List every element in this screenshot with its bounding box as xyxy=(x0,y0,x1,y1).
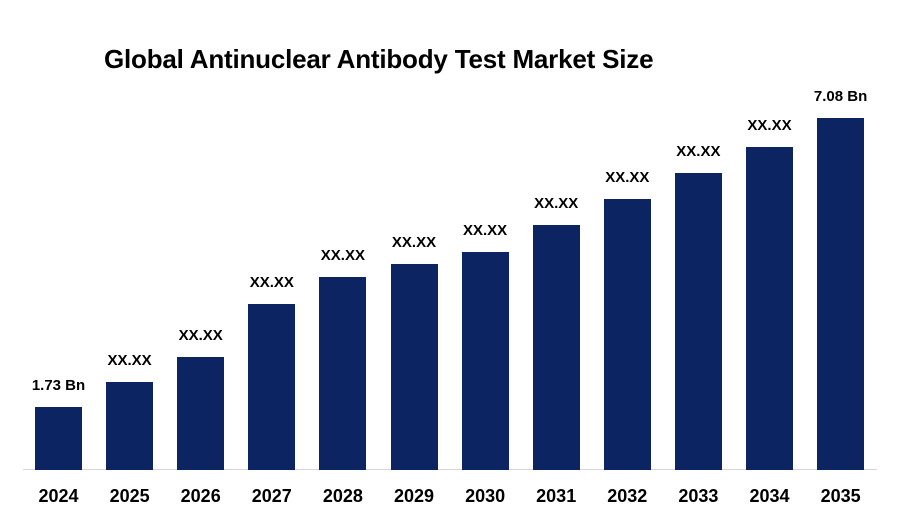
x-axis-tick-label-2034: 2034 xyxy=(749,486,790,506)
bar-value-label-2031: XX.XX xyxy=(534,195,579,212)
x-axis-tick-label-2031: 2031 xyxy=(536,486,577,506)
bar-value-label-2024: 1.73 Bn xyxy=(31,377,86,394)
x-axis-tick-label-2025: 2025 xyxy=(109,486,150,506)
bar-2027 xyxy=(248,304,296,470)
bar-value-label-2027: XX.XX xyxy=(249,274,294,291)
x-axis-tick-label-2028: 2028 xyxy=(322,486,363,506)
x-axis-tick-label-2029: 2029 xyxy=(393,486,435,506)
x-axis-line xyxy=(23,469,877,470)
bar-value-label-2026: XX.XX xyxy=(178,327,223,344)
bar-2026 xyxy=(177,357,225,470)
bar-2028 xyxy=(319,277,367,470)
x-axis-tick-label-2035: 2035 xyxy=(820,486,861,506)
x-axis-tick-label-2027: 2027 xyxy=(251,486,292,506)
x-axis-tick-label-2030: 2030 xyxy=(465,486,506,506)
bar-2032 xyxy=(603,199,651,470)
bar-2030 xyxy=(461,252,509,470)
bar-value-label-2029: XX.XX xyxy=(391,234,437,251)
bar-value-label-2030: XX.XX xyxy=(463,222,508,239)
bar-value-label-2032: XX.XX xyxy=(605,169,650,186)
x-axis-tick-label-2024: 2024 xyxy=(38,486,79,506)
bar-2035 xyxy=(817,118,865,470)
bar-value-label-2028: XX.XX xyxy=(320,247,365,264)
bar-2024 xyxy=(35,407,82,470)
bar-2029 xyxy=(390,264,438,470)
x-axis-tick-label-2033: 2033 xyxy=(678,486,719,506)
x-axis-tick-label-2032: 2032 xyxy=(607,486,648,506)
bar-value-label-2034: XX.XX xyxy=(747,117,792,134)
x-axis-tick-label-2026: 2026 xyxy=(180,486,221,506)
chart-title: Global Antinuclear Antibody Test Market … xyxy=(104,44,654,74)
bar-2031 xyxy=(532,225,580,470)
bar-value-label-2033: XX.XX xyxy=(676,143,721,160)
bar-value-label-2035: 7.08 Bn xyxy=(813,88,868,105)
bar-2034 xyxy=(746,147,793,470)
bar-value-label-2025: XX.XX xyxy=(107,352,152,369)
bar-2025 xyxy=(106,382,154,470)
bar-2033 xyxy=(674,173,722,470)
